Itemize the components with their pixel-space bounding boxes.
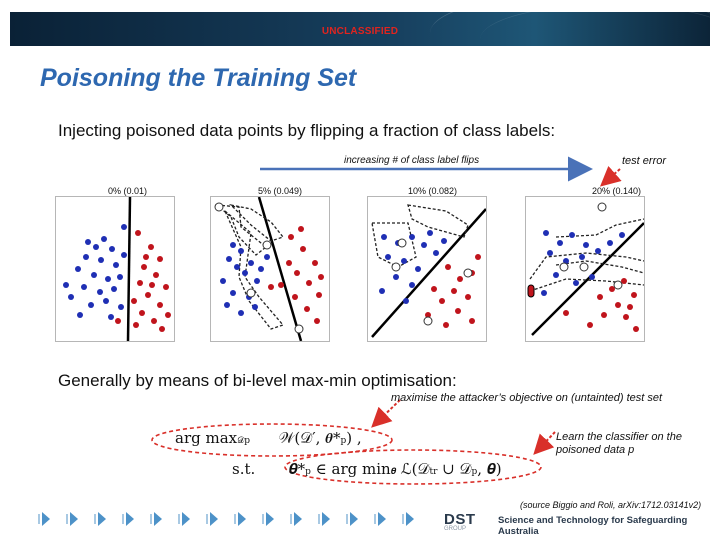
scatter-panel-1 [210, 196, 330, 342]
panel-header-0: 0% (0.01) [108, 186, 148, 196]
poisoned-contour-3 [229, 203, 285, 242]
poisoned-contour [215, 204, 268, 256]
flipped-points [214, 202, 304, 334]
objective-subscript: p [340, 436, 347, 446]
flipped-point-large-red [527, 284, 535, 298]
classifier-arrow [533, 431, 556, 455]
objective-annotation: maximise the attacker’s objective on (un… [391, 392, 663, 404]
constraint-ellipse [284, 449, 542, 485]
union-subscript: p [471, 467, 478, 477]
subject-to: s.t. [232, 460, 256, 478]
poisoned-contour-2 [555, 260, 644, 274]
poisoned-contour [529, 252, 644, 280]
theta-subscript: p [305, 467, 311, 477]
bilevel-text: Generally by means of bi-level max-min o… [58, 371, 457, 390]
scatter-plot-0 [63, 197, 171, 341]
objective-expression: 𝒲(𝒟′, 𝜽* [278, 429, 341, 447]
classification-label: UNCLASSIFIED [321, 26, 399, 37]
scatter-panel-2 [367, 196, 487, 342]
flip-arrow-label: increasing # of class label flips [344, 155, 480, 166]
poisoned-contour-2 [407, 204, 469, 238]
theta-expression: 𝜽* [288, 460, 306, 478]
slide-title: Poisoning the Training Set [40, 64, 357, 92]
dst-logo: DST [444, 511, 476, 528]
poisoned-contour-4 [555, 218, 644, 238]
argmax-subscript: 𝒟 [237, 436, 245, 446]
panel-header-2: 10% (0.082) [408, 186, 458, 196]
panel-header-3: 20% (0.140) [592, 186, 642, 196]
argmax-operator: arg max [175, 429, 238, 447]
footer-arrow-pattern [38, 512, 414, 526]
red-points [425, 254, 481, 328]
source-citation: (source Biggio and Roli, arXiv:1712.0314… [520, 500, 702, 510]
decision-boundary [257, 197, 303, 341]
scatter-plot-3 [527, 202, 644, 336]
blue-points [541, 230, 625, 296]
dst-logo-subtitle: GROUP [444, 526, 467, 532]
decision-boundary [126, 197, 132, 341]
blue-points [220, 242, 270, 316]
loss-subscript: tr [429, 467, 438, 477]
objective-arrow [371, 399, 401, 428]
loss-expression: ℒ(𝒟 [400, 460, 430, 478]
scatter-panel-3 [525, 196, 645, 342]
intro-text: Injecting poisoned data points by flippi… [58, 121, 556, 140]
formula-line-2: s.t. 𝜽*p ∈ arg min𝜽 ℒ(𝒟tr ∪ 𝒟p, 𝜽) [232, 460, 502, 478]
scatter-plot-1 [214, 197, 324, 341]
argmax-subsubscript: p [244, 436, 251, 446]
panel-header-1: 5% (0.049) [258, 186, 303, 196]
poisoned-contour [371, 222, 417, 268]
scatter-panel-0 [55, 196, 175, 342]
test-error-label: test error [622, 155, 667, 167]
objective-close: ) , [346, 429, 362, 447]
formula-line-1: arg max𝒟p 𝒲(𝒟′, 𝜽*p) , [175, 429, 362, 447]
test-error-arrow [600, 165, 622, 187]
footer-tagline: Science and Technology for Safeguarding … [498, 515, 688, 537]
red-points [563, 278, 639, 332]
argmin-subscript: 𝜽 [390, 467, 397, 477]
scatter-plot-2 [371, 204, 486, 338]
argmin-operator: ∈ arg min [315, 460, 391, 478]
union-expression: ∪ 𝒟 [437, 460, 472, 478]
blue-points [379, 230, 447, 304]
blue-points [63, 224, 127, 320]
red-points [268, 226, 324, 324]
flipped-points [559, 202, 623, 290]
objective-ellipse [151, 423, 393, 457]
classifier-annotation: Learn the classifier on the poisoned dat… [556, 431, 682, 456]
red-points [115, 230, 171, 332]
poisoned-contour-2 [224, 210, 285, 330]
loss-close: , 𝜽) [477, 460, 502, 478]
header-banner [10, 12, 710, 46]
decision-boundary [531, 222, 644, 336]
flipped-points [391, 238, 473, 326]
decision-boundary [371, 208, 486, 338]
